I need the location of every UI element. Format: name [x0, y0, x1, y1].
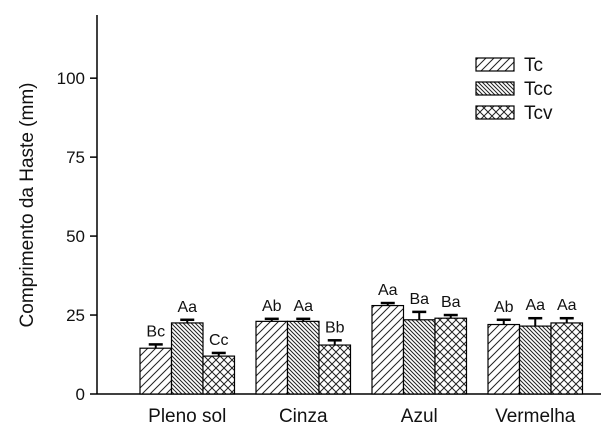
x-tick-label: Cinza	[279, 406, 328, 426]
bar	[402, 319, 436, 395]
significance-label: Ba	[441, 294, 461, 311]
significance-label: Ab	[494, 299, 514, 316]
significance-label: Cc	[209, 332, 229, 349]
bar	[434, 317, 468, 395]
significance-label: Bc	[146, 323, 165, 340]
y-tick-label: 50	[66, 227, 85, 246]
significance-label: Aa	[378, 282, 398, 299]
x-axis: Pleno sol Cinza Azul Vermelha	[97, 393, 601, 426]
bar	[487, 323, 521, 395]
bar	[371, 304, 405, 395]
legend-label: Tcc	[524, 79, 553, 100]
bar	[518, 325, 552, 395]
significance-label: Ba	[409, 291, 429, 308]
bar-group: Ab Aa Bb	[255, 298, 352, 395]
significance-label: Aa	[557, 297, 577, 314]
bar-group: Aa Ba Ba	[371, 282, 468, 395]
significance-label: Bb	[325, 319, 345, 336]
legend: Tc Tcc Tcv	[475, 55, 553, 124]
significance-label: Aa	[177, 299, 197, 316]
legend-item: Tcc	[475, 79, 553, 100]
legend-label: Tc	[524, 55, 543, 76]
bar	[286, 320, 320, 395]
bar	[318, 344, 352, 395]
bar	[255, 320, 289, 395]
legend-label: Tcv	[524, 103, 553, 124]
significance-label: Aa	[525, 297, 545, 314]
legend-item: Tc	[475, 55, 543, 76]
bar-group: Ab Aa Aa	[487, 297, 584, 395]
bar	[139, 347, 173, 395]
bar	[202, 355, 236, 395]
bar-group: Bc Aa Cc	[139, 299, 236, 395]
y-tick-label: 100	[57, 69, 85, 88]
legend-swatch	[475, 105, 515, 120]
y-axis: 0 25 50 75 100 Comprimento da Haste (mm)	[17, 15, 98, 404]
bar	[550, 322, 584, 395]
significance-label: Aa	[293, 298, 313, 315]
x-ticks: Pleno sol Cinza Azul Vermelha	[148, 406, 576, 426]
legend-item: Tcv	[475, 103, 553, 124]
significance-label: Ab	[262, 298, 282, 315]
x-tick-label: Azul	[401, 406, 438, 426]
y-tick-label: 75	[66, 148, 85, 167]
x-tick-label: Vermelha	[495, 406, 576, 426]
y-tick-label: 0	[76, 385, 85, 404]
bar	[170, 322, 204, 395]
x-tick-label: Pleno sol	[148, 406, 226, 426]
legend-swatch	[475, 57, 515, 72]
y-ticks: 0 25 50 75 100	[57, 69, 97, 404]
legend-swatch	[475, 81, 515, 96]
bars: Bc Aa Cc Ab Aa Bb Aa Ba Ba Ab Aa Aa	[139, 282, 584, 395]
y-tick-label: 25	[66, 306, 85, 325]
y-axis-label: Comprimento da Haste (mm)	[17, 83, 38, 328]
